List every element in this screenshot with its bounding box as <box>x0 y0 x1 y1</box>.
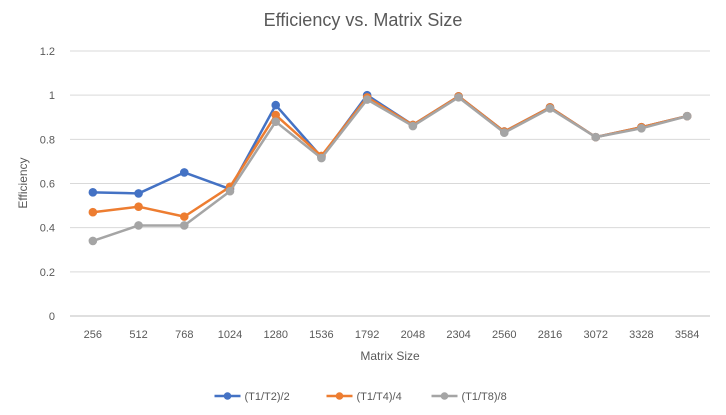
x-tick-label: 3072 <box>583 329 607 341</box>
y-tick-label: 1.2 <box>40 46 55 58</box>
x-tick-label: 2048 <box>401 329 425 341</box>
x-tick-label: 1024 <box>218 329 242 341</box>
x-tick-label: 1792 <box>355 329 379 341</box>
x-tick-label: 768 <box>175 329 193 341</box>
data-point <box>271 117 281 126</box>
x-axis-label: Matrix Size <box>360 349 420 363</box>
data-point <box>362 95 372 104</box>
legend-marker <box>440 392 449 400</box>
x-tick-label: 3584 <box>675 329 699 341</box>
y-tick-label: 0.2 <box>40 267 55 279</box>
data-point <box>454 93 463 102</box>
series-line <box>91 95 689 218</box>
legend-label: (T1/T8)/8 <box>462 391 507 403</box>
x-tick-label: 256 <box>84 329 102 341</box>
y-axis-label: Efficiency <box>16 157 30 208</box>
y-tick-label: 0.8 <box>40 134 55 146</box>
data-point <box>271 100 281 110</box>
data-point <box>134 202 143 211</box>
data-point <box>88 236 98 246</box>
legend-item: (T1/T2)/2 <box>214 391 290 403</box>
legend-marker <box>223 392 232 400</box>
legend-item: (T1/T8)/8 <box>431 391 507 403</box>
data-point <box>134 221 143 230</box>
x-tick-label: 2304 <box>446 329 470 341</box>
data-point <box>88 188 98 197</box>
series-1 <box>88 90 692 198</box>
x-tick-label: 512 <box>129 329 147 341</box>
data-point <box>88 207 98 217</box>
data-point <box>225 186 235 196</box>
data-point <box>682 111 692 121</box>
legend-label: (T1/T2)/2 <box>245 391 290 403</box>
data-point <box>179 221 189 230</box>
data-point <box>179 168 189 177</box>
y-tick-label: 1 <box>49 90 55 102</box>
legend-label: (T1/T4)/4 <box>357 391 402 403</box>
y-tick-label: 0.6 <box>40 179 55 191</box>
series-line <box>91 96 689 243</box>
legend-marker <box>335 392 344 400</box>
y-tick-label: 0.4 <box>40 223 55 235</box>
axis-ticks: 0 0.2 0.4 0.6 0.8 1 1.2 256 512 768 1024 1280 1536 17… <box>40 46 700 341</box>
data-point <box>317 153 326 163</box>
x-tick-label: 1536 <box>309 329 333 341</box>
x-tick-label: 3328 <box>629 329 653 341</box>
legend: (T1/T2)/2 (T1/T4)/4 (T1/T8)/8 <box>214 391 507 403</box>
data-point <box>637 123 646 133</box>
x-tick-label: 1280 <box>263 329 287 341</box>
x-tick-label: 2816 <box>538 329 562 341</box>
data-point <box>408 121 418 131</box>
data-point <box>179 212 189 221</box>
series-3 <box>88 93 692 246</box>
data-point <box>545 104 555 113</box>
series-lines <box>88 90 692 246</box>
data-point <box>499 128 509 138</box>
grid-lines <box>70 50 710 317</box>
x-tick-label: 2560 <box>492 329 516 341</box>
y-tick-label: 0 <box>49 311 55 323</box>
legend-item: (T1/T4)/4 <box>326 391 402 403</box>
data-point <box>591 132 601 142</box>
data-point <box>134 189 143 198</box>
chart-title: Efficiency vs. Matrix Size <box>264 10 463 30</box>
